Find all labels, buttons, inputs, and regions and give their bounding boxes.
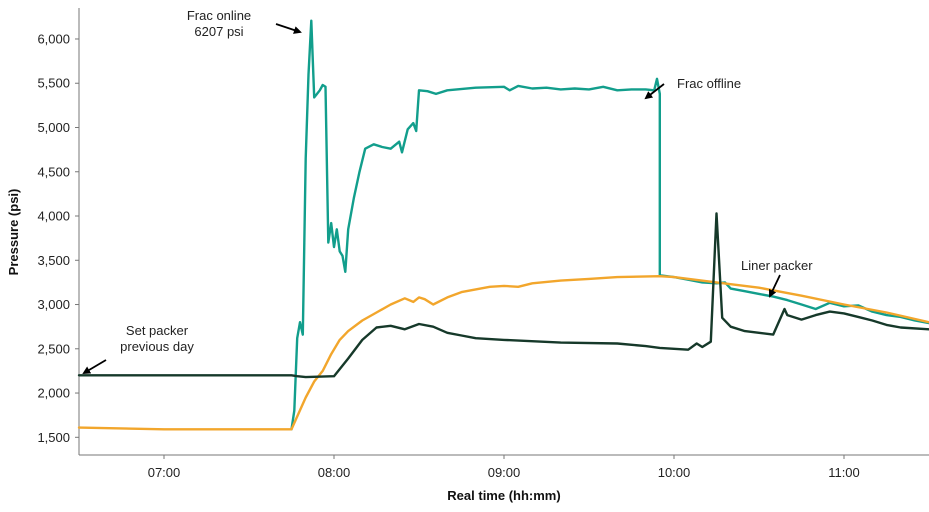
annotation-text: 6207 psi: [194, 24, 243, 39]
annotation-arrow: [644, 83, 665, 100]
y-tick-label: 4,500: [37, 164, 70, 179]
x-tick-label: 07:00: [148, 465, 181, 480]
x-tick-label: 08:00: [318, 465, 351, 480]
annotation-text: Liner packer: [741, 258, 813, 273]
series-line-dark-green: [77, 212, 929, 379]
y-tick-label: 4,000: [37, 209, 70, 224]
annotation-frac-offline: Frac offline: [644, 76, 741, 100]
y-tick-label: 3,500: [37, 253, 70, 268]
series-line-teal: [290, 19, 929, 431]
annotation-text: previous day: [120, 339, 194, 354]
y-tick-label: 1,500: [37, 430, 70, 445]
annotation-arrow: [768, 274, 781, 298]
annotation-arrow: [82, 359, 107, 375]
y-tick-label: 2,500: [37, 341, 70, 356]
y-tick-label: 3,000: [37, 297, 70, 312]
annotation-text: Frac online: [187, 8, 251, 23]
y-tick-label: 2,000: [37, 386, 70, 401]
series-line-orange: [77, 275, 929, 431]
x-tick-label: 11:00: [828, 465, 860, 480]
y-tick-label: 5,000: [37, 120, 70, 135]
annotation-liner-packer: Liner packer: [741, 258, 813, 298]
annotation-text: Set packer: [126, 323, 189, 338]
x-tick-label: 10:00: [658, 465, 691, 480]
annotation-text: Frac offline: [677, 76, 741, 91]
x-tick-label: 09:00: [488, 465, 521, 480]
x-axis-title: Real time (hh:mm): [447, 488, 560, 503]
y-tick-label: 5,500: [37, 76, 70, 91]
y-axis-title: Pressure (psi): [6, 189, 21, 276]
y-tick-label: 6,000: [37, 31, 70, 46]
annotation-arrow: [275, 23, 302, 34]
